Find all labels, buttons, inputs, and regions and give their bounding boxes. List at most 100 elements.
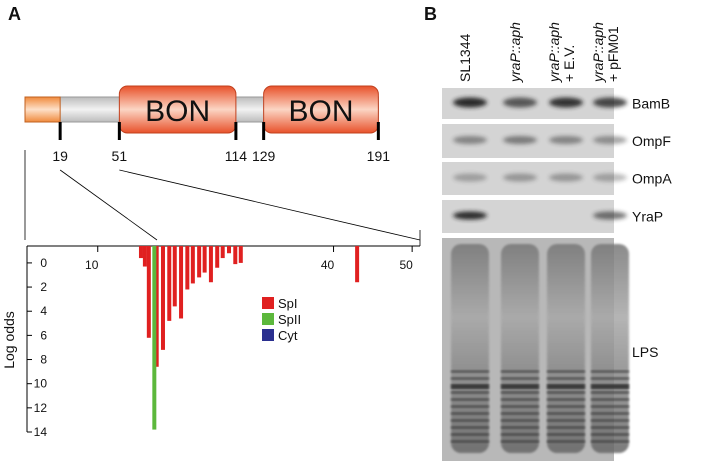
- lps-band: [501, 426, 539, 429]
- bar: [146, 246, 151, 338]
- lps-band: [501, 405, 539, 408]
- band: [549, 173, 583, 182]
- band: [453, 173, 487, 182]
- y-tick-label: 2: [40, 280, 47, 294]
- lane-label: yraP::aph: [507, 22, 523, 83]
- lane-label: + pFM01: [605, 26, 621, 82]
- band: [453, 97, 487, 108]
- lps-band: [591, 370, 629, 373]
- bar: [220, 246, 225, 259]
- panel-letter: A: [8, 4, 21, 24]
- lane-label: yraP::aph: [546, 22, 562, 83]
- y-tick-label: 6: [40, 328, 47, 342]
- lps-band: [591, 419, 629, 422]
- lps-band: [451, 433, 489, 436]
- lps-band: [501, 419, 539, 422]
- lps-band: [547, 433, 585, 436]
- bon-domain: [263, 85, 379, 134]
- zoom-line: [59, 169, 158, 241]
- bar: [172, 246, 177, 307]
- band: [549, 97, 583, 108]
- lps-band: [501, 433, 539, 436]
- lps-band: [547, 391, 585, 394]
- lps-band: [451, 370, 489, 373]
- position-label: 129: [252, 148, 276, 164]
- lps-band: [451, 412, 489, 415]
- bar: [142, 246, 147, 267]
- lps-band: [591, 384, 629, 389]
- x-tick-label: 10: [85, 258, 99, 272]
- lps-band: [547, 412, 585, 415]
- bar: [185, 246, 190, 290]
- lps-band: [501, 384, 539, 389]
- y-tick-label: 8: [40, 353, 47, 367]
- domain-map: BON BON 19 51 114 129 191: [24, 85, 421, 246]
- row-label: BamB: [632, 96, 670, 112]
- lps-band: [451, 405, 489, 408]
- lps-band: [547, 377, 585, 380]
- row-label: LPS: [632, 344, 658, 360]
- lps-band: [501, 370, 539, 373]
- band: [503, 97, 537, 108]
- row-label: OmpF: [632, 133, 671, 149]
- band: [453, 136, 487, 144]
- lps-band: [547, 426, 585, 429]
- band: [593, 211, 627, 220]
- bar: [238, 246, 243, 263]
- position-label: 51: [112, 148, 128, 164]
- bar: [208, 246, 213, 283]
- legend-swatch: [262, 297, 274, 309]
- lane-label: + E.V.: [561, 45, 577, 82]
- y-tick-label: 4: [40, 304, 47, 318]
- lps-band: [591, 426, 629, 429]
- bar: [355, 246, 360, 283]
- y-tick-label: 12: [34, 401, 48, 415]
- bar: [202, 246, 207, 273]
- lps-band: [591, 398, 629, 401]
- lps-band: [591, 433, 629, 436]
- y-tick-label: 14: [34, 425, 48, 439]
- panel-letter: B: [424, 4, 437, 24]
- legend-swatch: [262, 329, 274, 341]
- band: [549, 136, 583, 144]
- bar: [167, 246, 172, 321]
- band: [503, 173, 537, 182]
- bar: [233, 246, 238, 265]
- bar: [154, 246, 159, 367]
- lane-label: yraP::aph: [590, 22, 606, 83]
- lps-band: [451, 419, 489, 422]
- position-label: 19: [52, 148, 68, 164]
- legend-swatch: [262, 313, 274, 325]
- lps-band: [591, 391, 629, 394]
- lps-band: [547, 398, 585, 401]
- lps-band: [451, 384, 489, 389]
- bar: [190, 246, 195, 284]
- lps-band: [591, 405, 629, 408]
- lane-label: SL1344: [457, 34, 473, 82]
- y-axis-label: Log odds: [1, 311, 17, 369]
- lps-band: [451, 398, 489, 401]
- legend-label: Cyt: [278, 328, 298, 343]
- bar: [138, 246, 143, 259]
- lps-band: [451, 426, 489, 429]
- lps-band: [591, 412, 629, 415]
- lps-band: [547, 405, 585, 408]
- signal-peptide: [24, 96, 61, 123]
- bar: [227, 246, 232, 254]
- bar: [215, 246, 220, 268]
- position-label: 191: [367, 148, 391, 164]
- band: [593, 136, 627, 144]
- lps-band: [451, 377, 489, 380]
- x-tick-label: 40: [321, 258, 335, 272]
- lps-band: [451, 391, 489, 394]
- band: [503, 136, 537, 144]
- row-label: OmpA: [632, 171, 672, 187]
- y-tick-label: 10: [34, 377, 48, 391]
- band: [593, 173, 627, 182]
- position-label: 114: [225, 148, 248, 164]
- lps-band: [547, 384, 585, 389]
- band: [593, 97, 627, 108]
- lps-band: [547, 419, 585, 422]
- lps-band: [547, 440, 585, 443]
